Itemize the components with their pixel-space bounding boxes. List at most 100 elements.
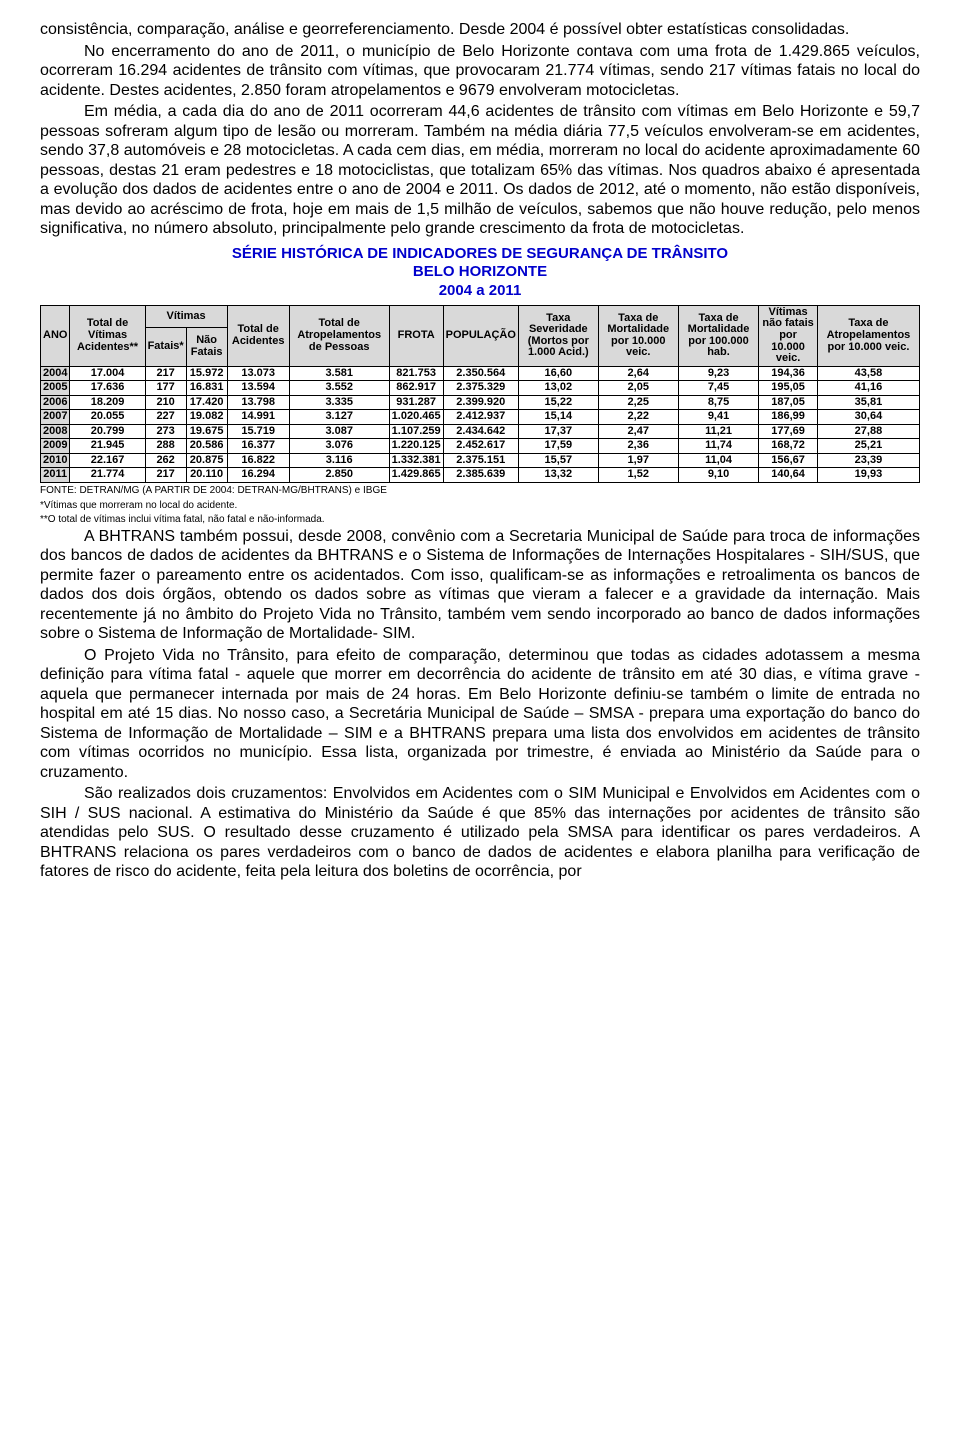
th-total-vitimas: Total de Vítimas Acidentes** — [70, 305, 145, 366]
th-taxa-sev: Taxa Severidade (Mortos por 1.000 Acid.) — [518, 305, 598, 366]
paragraph-2: No encerramento do ano de 2011, o municí… — [40, 42, 920, 101]
table-cell: 1.429.865 — [389, 468, 443, 483]
paragraph-5: O Projeto Vida no Trânsito, para efeito … — [40, 646, 920, 783]
table-cell: 13,02 — [518, 381, 598, 396]
table-cell: 41,16 — [817, 381, 919, 396]
table-cell: 3.076 — [289, 439, 389, 454]
table-cell: 2,47 — [598, 424, 678, 439]
footnote-2: *Vítimas que morreram no local do aciden… — [40, 500, 920, 513]
table-cell: 15.719 — [227, 424, 289, 439]
table-cell: 2.434.642 — [443, 424, 518, 439]
table-cell: 1.332.381 — [389, 453, 443, 468]
table-cell: 1,97 — [598, 453, 678, 468]
table-cell: 9,10 — [678, 468, 758, 483]
table-cell: 177 — [145, 381, 186, 396]
table-cell: 19.082 — [186, 410, 227, 425]
table-cell: 2,22 — [598, 410, 678, 425]
table-cell: 15,14 — [518, 410, 598, 425]
table-cell: 262 — [145, 453, 186, 468]
table-cell: 17.420 — [186, 395, 227, 410]
table-cell: 22.167 — [70, 453, 145, 468]
table-cell: 20.586 — [186, 439, 227, 454]
paragraph-1: consistência, comparação, análise e geor… — [40, 20, 920, 40]
th-total-acidentes: Total de Acidentes — [227, 305, 289, 366]
table-cell: 17.636 — [70, 381, 145, 396]
table-cell: 35,81 — [817, 395, 919, 410]
table-cell: 3.116 — [289, 453, 389, 468]
table-cell: 2.412.937 — [443, 410, 518, 425]
table-title-line2: BELO HORIZONTE — [413, 263, 547, 280]
table-cell: 15.972 — [186, 366, 227, 381]
table-cell: 7,45 — [678, 381, 758, 396]
table-row: 200820.79927319.67515.7193.0871.107.2592… — [41, 424, 920, 439]
th-populacao: POPULAÇÃO — [443, 305, 518, 366]
th-fatais: Fatais* — [145, 327, 186, 366]
table-cell: 3.127 — [289, 410, 389, 425]
table-cell: 2,25 — [598, 395, 678, 410]
th-total-atrop: Total de Atropelamentos de Pessoas — [289, 305, 389, 366]
table-head: ANO Total de Vítimas Acidentes** Vítimas… — [41, 305, 920, 366]
th-taxa-atrop: Taxa de Atropelamentos por 10.000 veic. — [817, 305, 919, 366]
paragraph-3: Em média, a cada dia do ano de 2011 ocor… — [40, 102, 920, 239]
table-row: 201121.77421720.11016.2942.8501.429.8652… — [41, 468, 920, 483]
table-cell: 2011 — [41, 468, 70, 483]
table-title-line1: SÉRIE HISTÓRICA DE INDICADORES DE SEGURA… — [232, 245, 728, 262]
table-cell: 288 — [145, 439, 186, 454]
table-cell: 2008 — [41, 424, 70, 439]
th-taxa-mort: Taxa de Mortalidade por 10.000 veic. — [598, 305, 678, 366]
table-cell: 156,67 — [759, 453, 818, 468]
table-cell: 9,41 — [678, 410, 758, 425]
table-cell: 30,64 — [817, 410, 919, 425]
table-cell: 16.822 — [227, 453, 289, 468]
table-row: 201022.16726220.87516.8223.1161.332.3812… — [41, 453, 920, 468]
table-cell: 2,05 — [598, 381, 678, 396]
table-cell: 20.799 — [70, 424, 145, 439]
table-cell: 195,05 — [759, 381, 818, 396]
table-cell: 2004 — [41, 366, 70, 381]
table-cell: 2.350.564 — [443, 366, 518, 381]
th-ano: ANO — [41, 305, 70, 366]
table-cell: 20.875 — [186, 453, 227, 468]
table-row: 200720.05522719.08214.9913.1271.020.4652… — [41, 410, 920, 425]
table-cell: 16.831 — [186, 381, 227, 396]
table-cell: 15,57 — [518, 453, 598, 468]
table-cell: 13.594 — [227, 381, 289, 396]
table-cell: 11,04 — [678, 453, 758, 468]
table-cell: 13,32 — [518, 468, 598, 483]
table-cell: 2005 — [41, 381, 70, 396]
table-cell: 16.377 — [227, 439, 289, 454]
table-cell: 25,21 — [817, 439, 919, 454]
table-cell: 3.335 — [289, 395, 389, 410]
table-cell: 16.294 — [227, 468, 289, 483]
table-cell: 2.399.920 — [443, 395, 518, 410]
table-cell: 16,60 — [518, 366, 598, 381]
table-cell: 3.087 — [289, 424, 389, 439]
table-cell: 2007 — [41, 410, 70, 425]
table-cell: 187,05 — [759, 395, 818, 410]
th-vit-nao-fatais: Vítimas não fatais por 10.000 veic. — [759, 305, 818, 366]
table-cell: 186,99 — [759, 410, 818, 425]
table-cell: 2,36 — [598, 439, 678, 454]
table-cell: 2009 — [41, 439, 70, 454]
table-cell: 821.753 — [389, 366, 443, 381]
table-cell: 217 — [145, 366, 186, 381]
table-title-line3: 2004 a 2011 — [439, 282, 522, 299]
table-cell: 273 — [145, 424, 186, 439]
table-row: 200921.94528820.58616.3773.0761.220.1252… — [41, 439, 920, 454]
th-frota: FROTA — [389, 305, 443, 366]
th-vitimas-group: Vítimas — [145, 305, 227, 327]
table-cell: 168,72 — [759, 439, 818, 454]
table-body: 200417.00421715.97213.0733.581821.7532.3… — [41, 366, 920, 482]
table-cell: 13.798 — [227, 395, 289, 410]
table-cell: 2.375.329 — [443, 381, 518, 396]
table-cell: 3.552 — [289, 381, 389, 396]
table-cell: 17,59 — [518, 439, 598, 454]
table-cell: 2010 — [41, 453, 70, 468]
table-cell: 2.452.617 — [443, 439, 518, 454]
table-row: 200517.63617716.83113.5943.552862.9172.3… — [41, 381, 920, 396]
table-cell: 931.287 — [389, 395, 443, 410]
data-table: ANO Total de Vítimas Acidentes** Vítimas… — [40, 305, 920, 483]
table-cell: 20.110 — [186, 468, 227, 483]
table-cell: 2.375.151 — [443, 453, 518, 468]
table-cell: 21.945 — [70, 439, 145, 454]
